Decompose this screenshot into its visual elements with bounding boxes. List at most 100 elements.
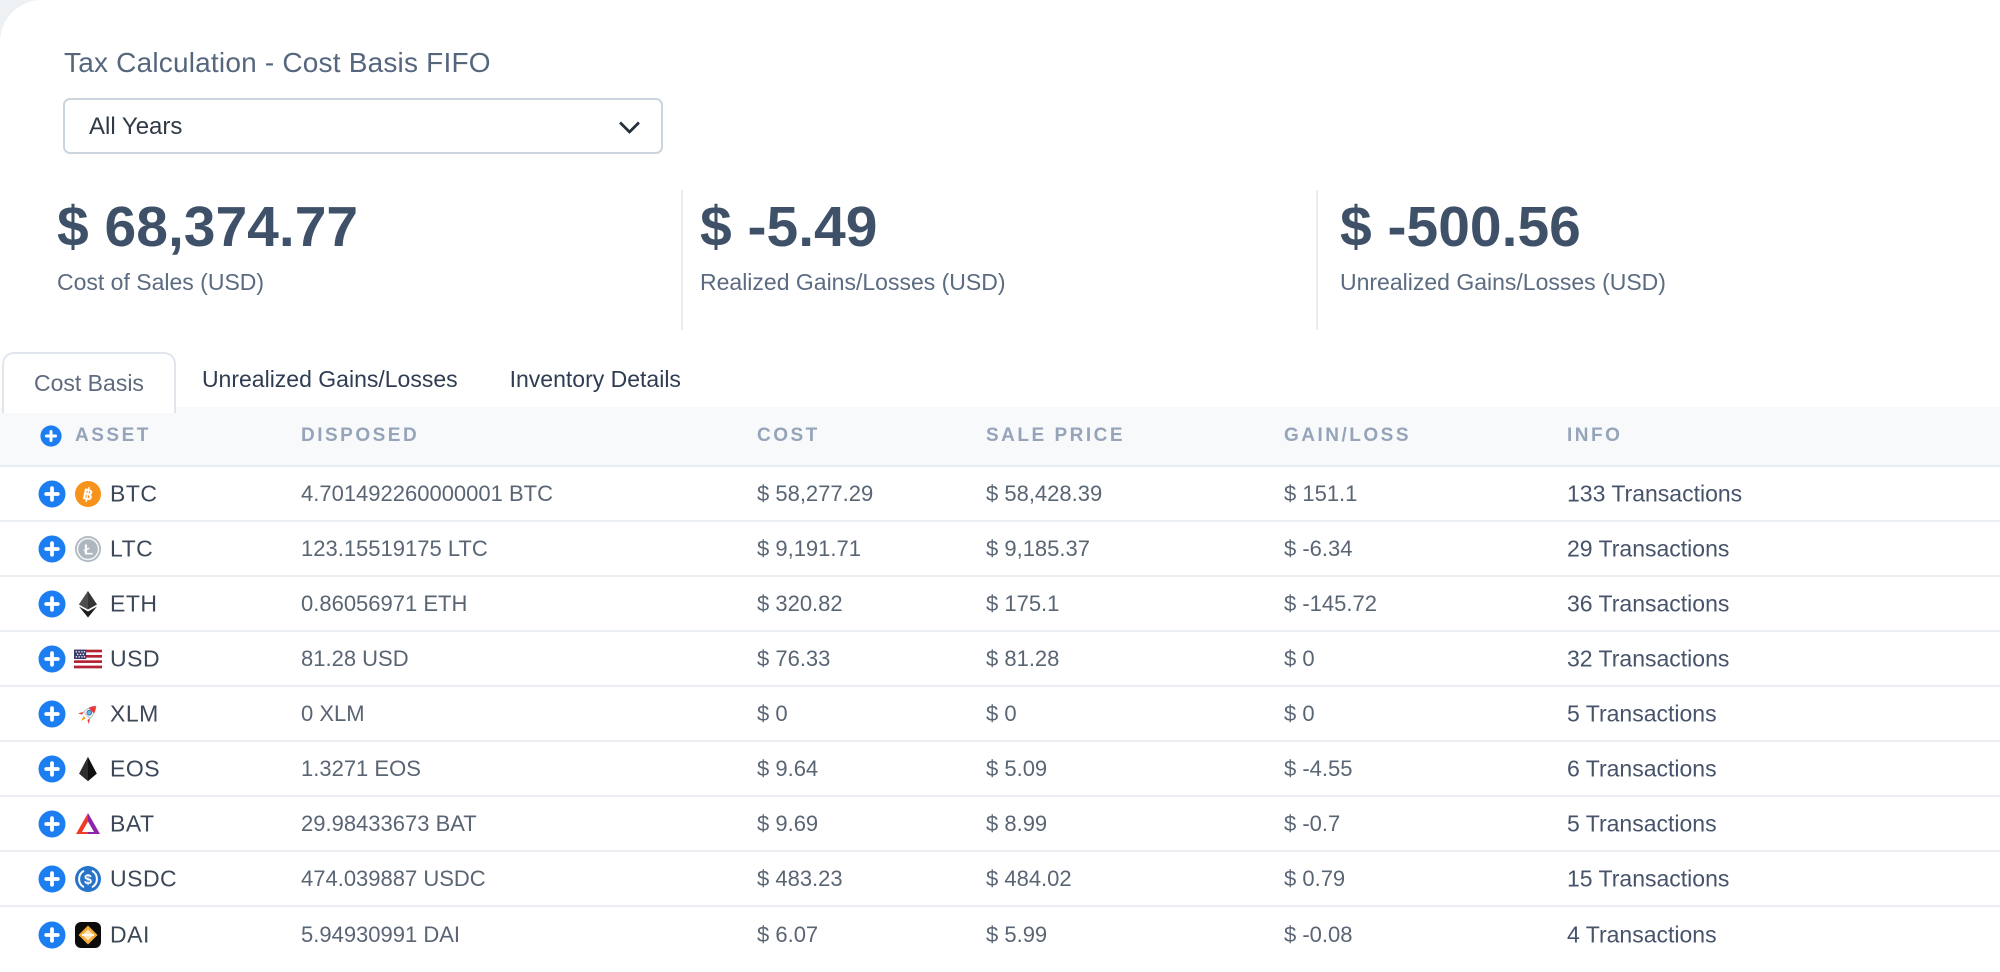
column-header-cost: COST xyxy=(757,425,820,446)
cost-value: $ 58,277.29 xyxy=(757,480,874,506)
plus-circle-icon[interactable] xyxy=(38,535,66,563)
column-header-sale-price: SALE PRICE xyxy=(986,425,1126,446)
disposed-amount: 81.28 USD xyxy=(301,645,409,671)
btc-icon: ฿ xyxy=(74,480,102,508)
xlm-rocket-icon xyxy=(74,700,102,728)
svg-text:Ł: Ł xyxy=(84,541,93,558)
table-row-btc: ฿ BTC 4.701492260000001 BTC $ 58,277.29 … xyxy=(0,467,2000,522)
tab-label: Unrealized Gains/Losses xyxy=(201,366,458,392)
plus-circle-icon[interactable] xyxy=(38,480,66,508)
transactions-info: 5 Transactions xyxy=(1567,700,1717,726)
dai-icon xyxy=(74,921,102,949)
asset-ticker: USD xyxy=(110,645,161,671)
table-row-eos: EOS 1.3271 EOS $ 9.64 $ 5.09 $ -4.55 6 T… xyxy=(0,742,2000,797)
column-header-gain-loss: GAIN/LOSS xyxy=(1284,425,1412,446)
bat-icon xyxy=(74,810,102,838)
gain-loss-value: $ -4.55 xyxy=(1284,755,1353,781)
eos-icon xyxy=(74,755,102,783)
eth-icon xyxy=(74,590,102,618)
table-row-usdc: $ USDC 474.039887 USDC $ 483.23 $ 484.02… xyxy=(0,852,2000,907)
cost-value: $ 9,191.71 xyxy=(757,535,861,561)
transactions-info: 29 Transactions xyxy=(1567,535,1730,561)
plus-circle-icon[interactable] xyxy=(38,755,66,783)
disposed-amount: 1.3271 EOS xyxy=(301,755,421,781)
cost-value: $ 9.64 xyxy=(757,755,819,781)
table-header: ASSET DISPOSED COST SALE PRICE GAIN/LOSS… xyxy=(0,407,2000,467)
plus-circle-icon[interactable] xyxy=(38,810,66,838)
gain-loss-value: $ -0.08 xyxy=(1284,921,1353,947)
table-body: ฿ BTC 4.701492260000001 BTC $ 58,277.29 … xyxy=(0,467,2000,962)
asset-ticker: BAT xyxy=(110,810,155,836)
table-row-xlm: XLM 0 XLM $ 0 $ 0 $ 0 5 Transactions xyxy=(0,687,2000,742)
tab-label: Cost Basis xyxy=(34,370,144,396)
asset-ticker: XLM xyxy=(110,700,159,726)
gain-loss-value: $ -6.34 xyxy=(1284,535,1353,561)
plus-circle-icon[interactable] xyxy=(38,921,66,949)
plus-circle-icon[interactable] xyxy=(38,590,66,618)
cost-value: $ 483.23 xyxy=(757,865,843,891)
tab-unrealized-gains-losses[interactable]: Unrealized Gains/Losses xyxy=(176,352,484,407)
tabs: Cost Basis Unrealized Gains/Losses Invento… xyxy=(2,352,707,413)
gain-loss-value: $ -0.7 xyxy=(1284,810,1341,836)
cost-value: $ 320.82 xyxy=(757,590,843,616)
stat-value: $ -5.49 xyxy=(700,195,878,259)
cost-value: $ 0 xyxy=(757,700,788,726)
svg-text:$: $ xyxy=(84,871,92,887)
sale-price-value: $ 175.1 xyxy=(986,590,1060,616)
table-row-usd: USD 81.28 USD $ 76.33 $ 81.28 $ 0 32 Tra… xyxy=(0,632,2000,687)
tab-inventory-details[interactable]: Inventory Details xyxy=(484,352,707,407)
transactions-info: 5 Transactions xyxy=(1567,810,1717,836)
transactions-info: 36 Transactions xyxy=(1567,590,1730,616)
sale-price-value: $ 9,185.37 xyxy=(986,535,1090,561)
column-header-disposed: DISPOSED xyxy=(301,425,420,446)
sale-price-value: $ 81.28 xyxy=(986,645,1060,671)
sale-price-value: $ 5.99 xyxy=(986,921,1048,947)
plus-circle-icon[interactable] xyxy=(38,645,66,673)
table-row-dai: DAI 5.94930991 DAI $ 6.07 $ 5.99 $ -0.08… xyxy=(0,907,2000,962)
column-header-info: INFO xyxy=(1567,425,1623,446)
stat-value: $ -500.56 xyxy=(1340,195,1581,259)
year-filter: All Years xyxy=(63,98,663,154)
stat-label: Cost of Sales (USD) xyxy=(57,269,265,295)
tab-cost-basis[interactable]: Cost Basis xyxy=(2,352,176,413)
disposed-amount: 4.701492260000001 BTC xyxy=(301,480,553,506)
stat-divider xyxy=(1316,190,1318,330)
plus-circle-icon[interactable] xyxy=(38,700,66,728)
gain-loss-value: $ 151.1 xyxy=(1284,480,1358,506)
column-header-asset: ASSET xyxy=(75,425,151,446)
stat-label: Realized Gains/Losses (USD) xyxy=(700,269,1006,295)
stat-unrealized-gains: $ -500.56 Unrealized Gains/Losses (USD) xyxy=(1340,198,1666,296)
stat-divider xyxy=(681,190,683,330)
expand-all-button[interactable] xyxy=(40,425,62,447)
table-row-bat: BAT 29.98433673 BAT $ 9.69 $ 8.99 $ -0.7… xyxy=(0,797,2000,852)
stat-cost-of-sales: $ 68,374.77 Cost of Sales (USD) xyxy=(57,198,358,296)
transactions-info: 133 Transactions xyxy=(1567,480,1743,506)
page-title: Tax Calculation - Cost Basis FIFO xyxy=(64,47,491,78)
usdc-icon: $ xyxy=(74,865,102,893)
disposed-amount: 5.94930991 DAI xyxy=(301,921,461,947)
asset-ticker: USDC xyxy=(110,865,178,891)
gain-loss-value: $ 0 xyxy=(1284,645,1315,671)
transactions-info: 4 Transactions xyxy=(1567,921,1717,947)
cost-value: $ 76.33 xyxy=(757,645,831,671)
sale-price-value: $ 58,428.39 xyxy=(986,480,1103,506)
table-row-ltc: Ł LTC 123.15519175 LTC $ 9,191.71 $ 9,18… xyxy=(0,522,2000,577)
sale-price-value: $ 8.99 xyxy=(986,810,1048,836)
stat-label: Unrealized Gains/Losses (USD) xyxy=(1340,269,1666,295)
year-filter-select[interactable]: All Years xyxy=(63,98,663,154)
transactions-info: 6 Transactions xyxy=(1567,755,1717,781)
table-row-eth: ETH 0.86056971 ETH $ 320.82 $ 175.1 $ -1… xyxy=(0,577,2000,632)
disposed-amount: 0 XLM xyxy=(301,700,365,726)
asset-ticker: ETH xyxy=(110,590,158,616)
cost-value: $ 6.07 xyxy=(757,921,819,947)
stat-realized-gains: $ -5.49 Realized Gains/Losses (USD) xyxy=(700,198,1006,296)
asset-ticker: LTC xyxy=(110,535,154,561)
tab-label: Inventory Details xyxy=(509,366,681,392)
plus-circle-icon[interactable] xyxy=(38,865,66,893)
transactions-info: 15 Transactions xyxy=(1567,865,1730,891)
disposed-amount: 123.15519175 LTC xyxy=(301,535,488,561)
gain-loss-value: $ -145.72 xyxy=(1284,590,1377,616)
asset-ticker: DAI xyxy=(110,921,150,947)
asset-ticker: BTC xyxy=(110,480,158,506)
